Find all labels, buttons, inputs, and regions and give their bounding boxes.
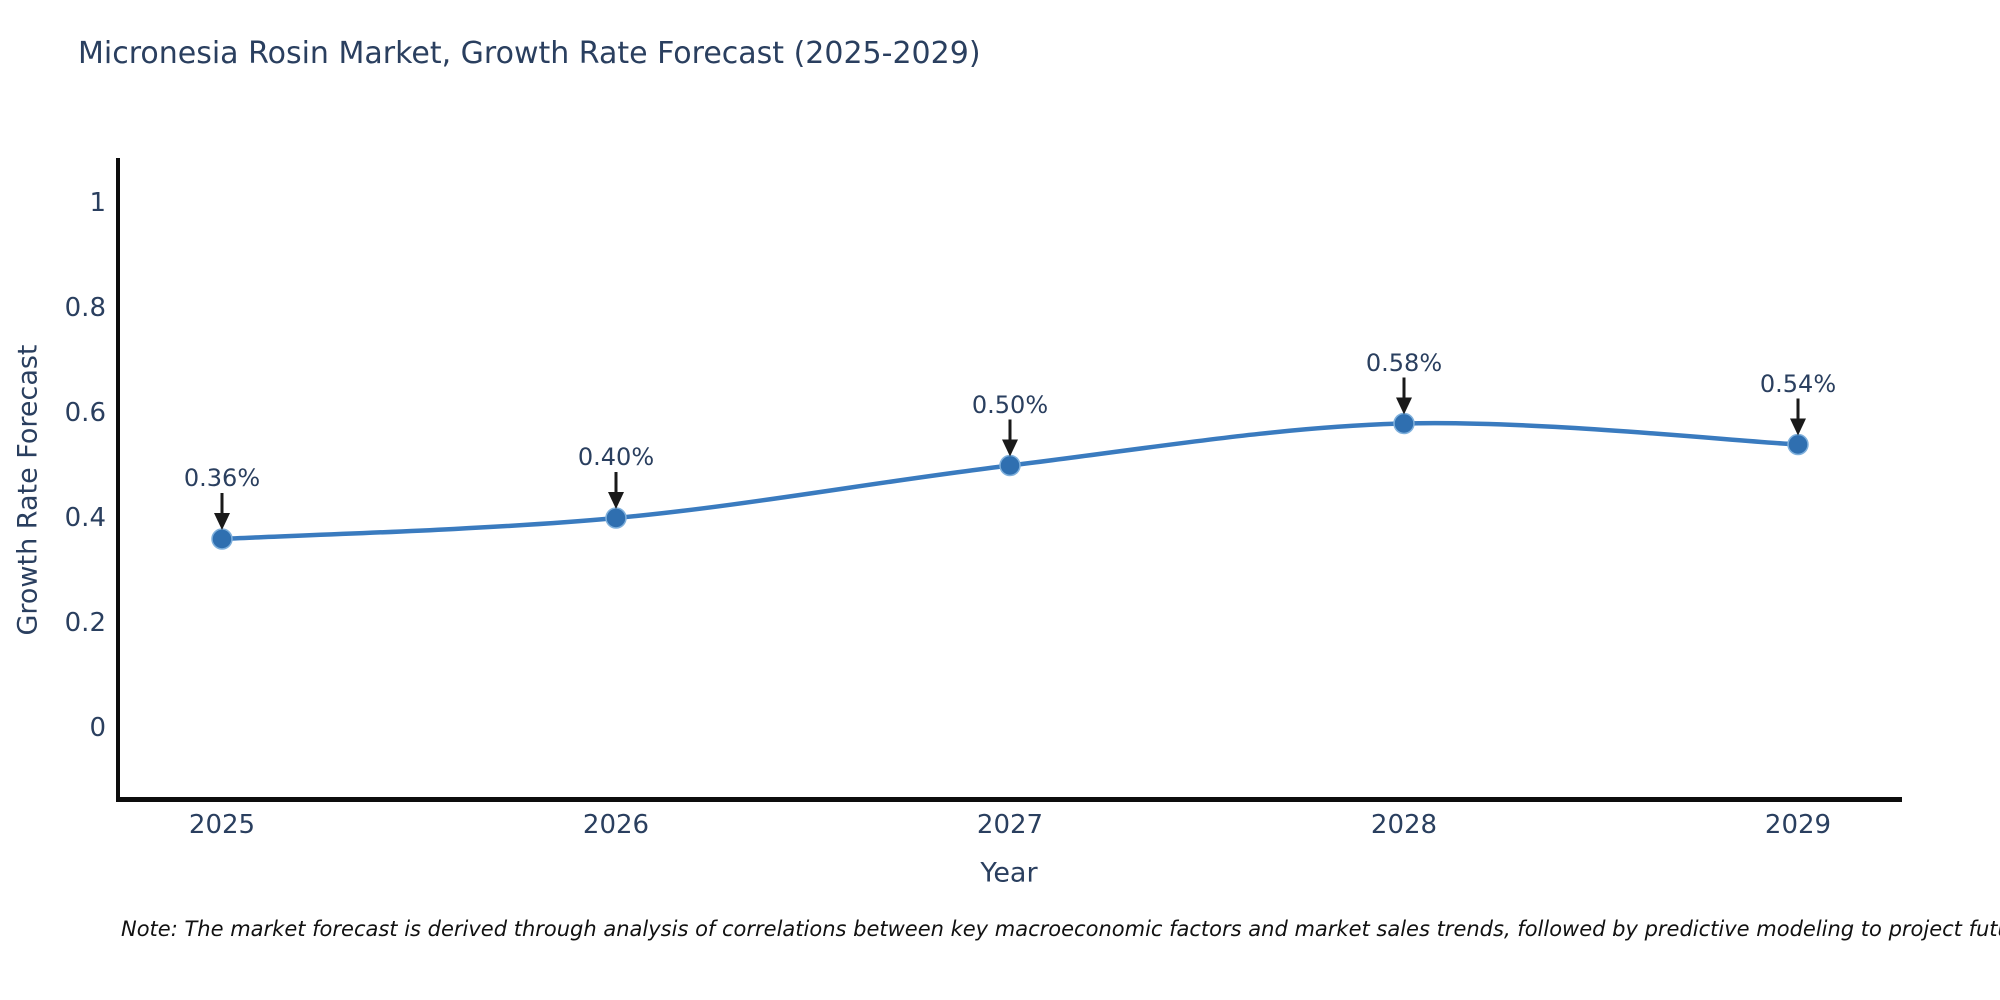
- annotation-arrow-head: [1790, 418, 1806, 436]
- y-tick-label: 1: [89, 188, 106, 218]
- data-point-marker: [1787, 433, 1809, 456]
- annotation-arrow-head: [608, 492, 624, 509]
- x-tick-label: 2028: [1370, 810, 1438, 840]
- x-tick-label: 2026: [582, 810, 650, 840]
- x-tick-label: 2025: [188, 810, 256, 840]
- y-tick-label: 0.4: [64, 503, 106, 533]
- data-point-marker: [211, 528, 233, 550]
- x-tick-label: 2027: [976, 810, 1044, 840]
- point-value-label: 0.40%: [577, 443, 655, 471]
- point-value-label: 0.36%: [183, 464, 261, 492]
- y-tick-label: 0.2: [64, 608, 106, 638]
- y-tick-label: 0.6: [64, 398, 106, 428]
- annotation-arrow-head: [214, 513, 230, 530]
- point-value-label: 0.54%: [1759, 369, 1837, 398]
- data-point-marker: [605, 507, 627, 529]
- point-value-label: 0.50%: [971, 390, 1049, 419]
- point-value-label: 0.58%: [1365, 348, 1443, 377]
- x-axis-title: Year: [980, 857, 1038, 889]
- y-axis-line: [116, 158, 120, 802]
- data-point-marker: [1393, 412, 1415, 435]
- data-point-marker: [999, 454, 1021, 477]
- chart-title: Micronesia Rosin Market, Growth Rate For…: [78, 36, 981, 71]
- x-tick-label: 2029: [1764, 810, 1832, 840]
- annotation-arrow-head: [1396, 397, 1412, 415]
- annotation-arrow-head: [1002, 439, 1018, 457]
- y-tick-label: 0: [89, 713, 106, 743]
- x-axis-line: [116, 797, 1902, 802]
- footnote: Note: The market forecast is derived thr…: [121, 917, 2000, 941]
- y-tick-label: 0.8: [64, 293, 106, 323]
